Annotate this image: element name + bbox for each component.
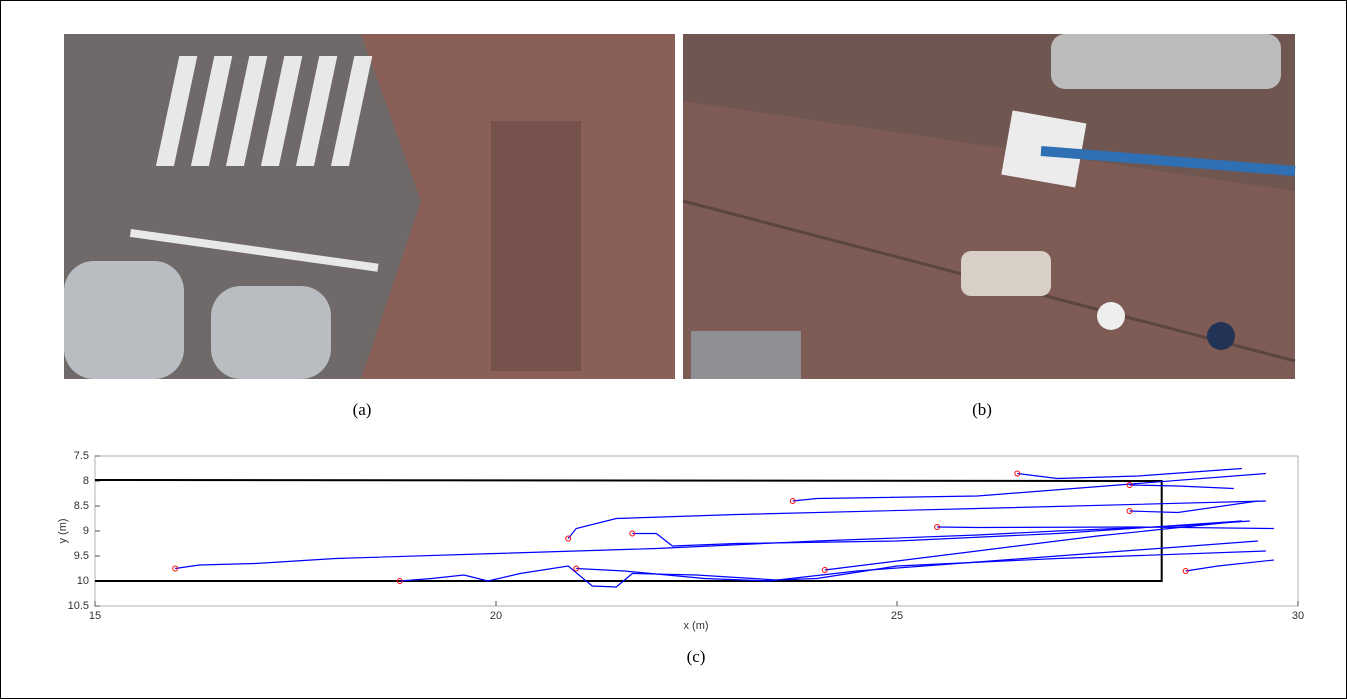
figure: (a) (b) (c) x (m) y (m) 15 20 25 30 7.5 8 8.5 9… [0, 0, 1347, 699]
figure-canvas: (a) (b) (c) x (m) y (m) 15 20 25 30 7.5 8 8.5 9… [1, 1, 1346, 698]
y-tick-label: 10 [77, 575, 89, 587]
caption: (a) [353, 400, 372, 419]
trajectory [1017, 469, 1242, 479]
y-tick-label: 9 [83, 525, 89, 537]
y-tick-label: 9.5 [74, 550, 89, 562]
y-tick-label: 7.5 [74, 450, 89, 462]
caption: (c) [687, 647, 706, 666]
y-tick-label: 8.5 [74, 500, 89, 512]
x-tick-label: 25 [891, 610, 903, 622]
trajectory [937, 527, 1274, 529]
trajectory [1186, 560, 1274, 571]
caption: (b) [972, 400, 992, 419]
photo-a [64, 34, 675, 379]
trajectory [1130, 485, 1234, 489]
x-tick-label: 30 [1292, 610, 1304, 622]
x-tick-label: 20 [490, 610, 502, 622]
y-tick-label: 10.5 [68, 600, 89, 612]
y-tick-label: 8 [83, 475, 89, 487]
y-axis-label: y (m) [57, 518, 69, 543]
start-point [566, 536, 571, 541]
x-tick-label: 15 [89, 610, 101, 622]
axes-frame [95, 456, 1298, 606]
x-axis-label: x (m) [683, 620, 708, 632]
trajectory [825, 521, 1242, 570]
photo-b [683, 34, 1295, 379]
boundary [95, 480, 1162, 581]
